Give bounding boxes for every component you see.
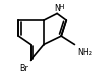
Text: Br: Br <box>19 64 28 73</box>
Text: N: N <box>55 4 61 13</box>
Text: NH₂: NH₂ <box>78 48 93 57</box>
Text: H: H <box>58 4 64 10</box>
